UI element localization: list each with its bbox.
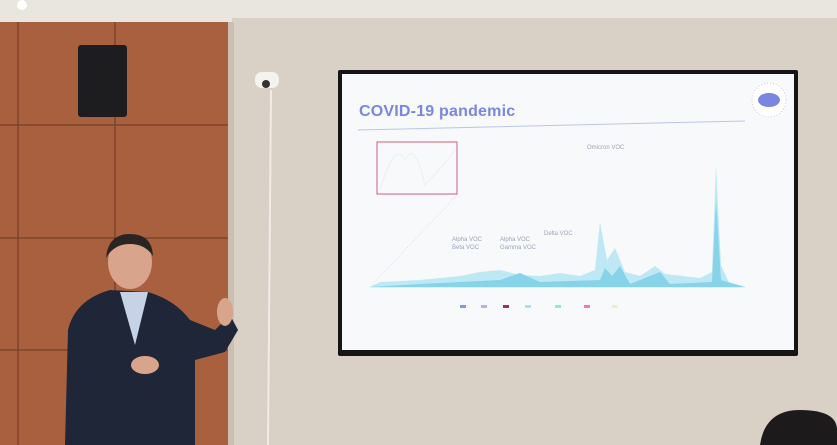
security-camera: [255, 72, 279, 88]
ceiling-light: [17, 0, 27, 10]
annotation-gamma: Gamma VOC: [500, 245, 537, 251]
annotation-beta: Beta VOC: [452, 245, 480, 251]
cable: [267, 89, 272, 445]
annotation-alpha-1: Alpha VOC: [452, 237, 483, 243]
area-series-total: [370, 165, 745, 287]
presenter: [65, 234, 238, 445]
audience-head: [760, 410, 837, 445]
annotation-delta: Delta VOC: [544, 231, 573, 237]
annotation-omicron: Omicron VOC: [587, 145, 625, 151]
chart: [369, 141, 745, 288]
ceiling: [0, 0, 837, 22]
slide-title: COVID-19 pandemic: [359, 103, 516, 120]
slide-screen: [342, 74, 794, 350]
annotation-alpha-2: Alpha VOC: [500, 237, 531, 243]
chart-legend: [460, 305, 618, 308]
inset-box: [376, 141, 458, 195]
speaker: [78, 45, 127, 117]
